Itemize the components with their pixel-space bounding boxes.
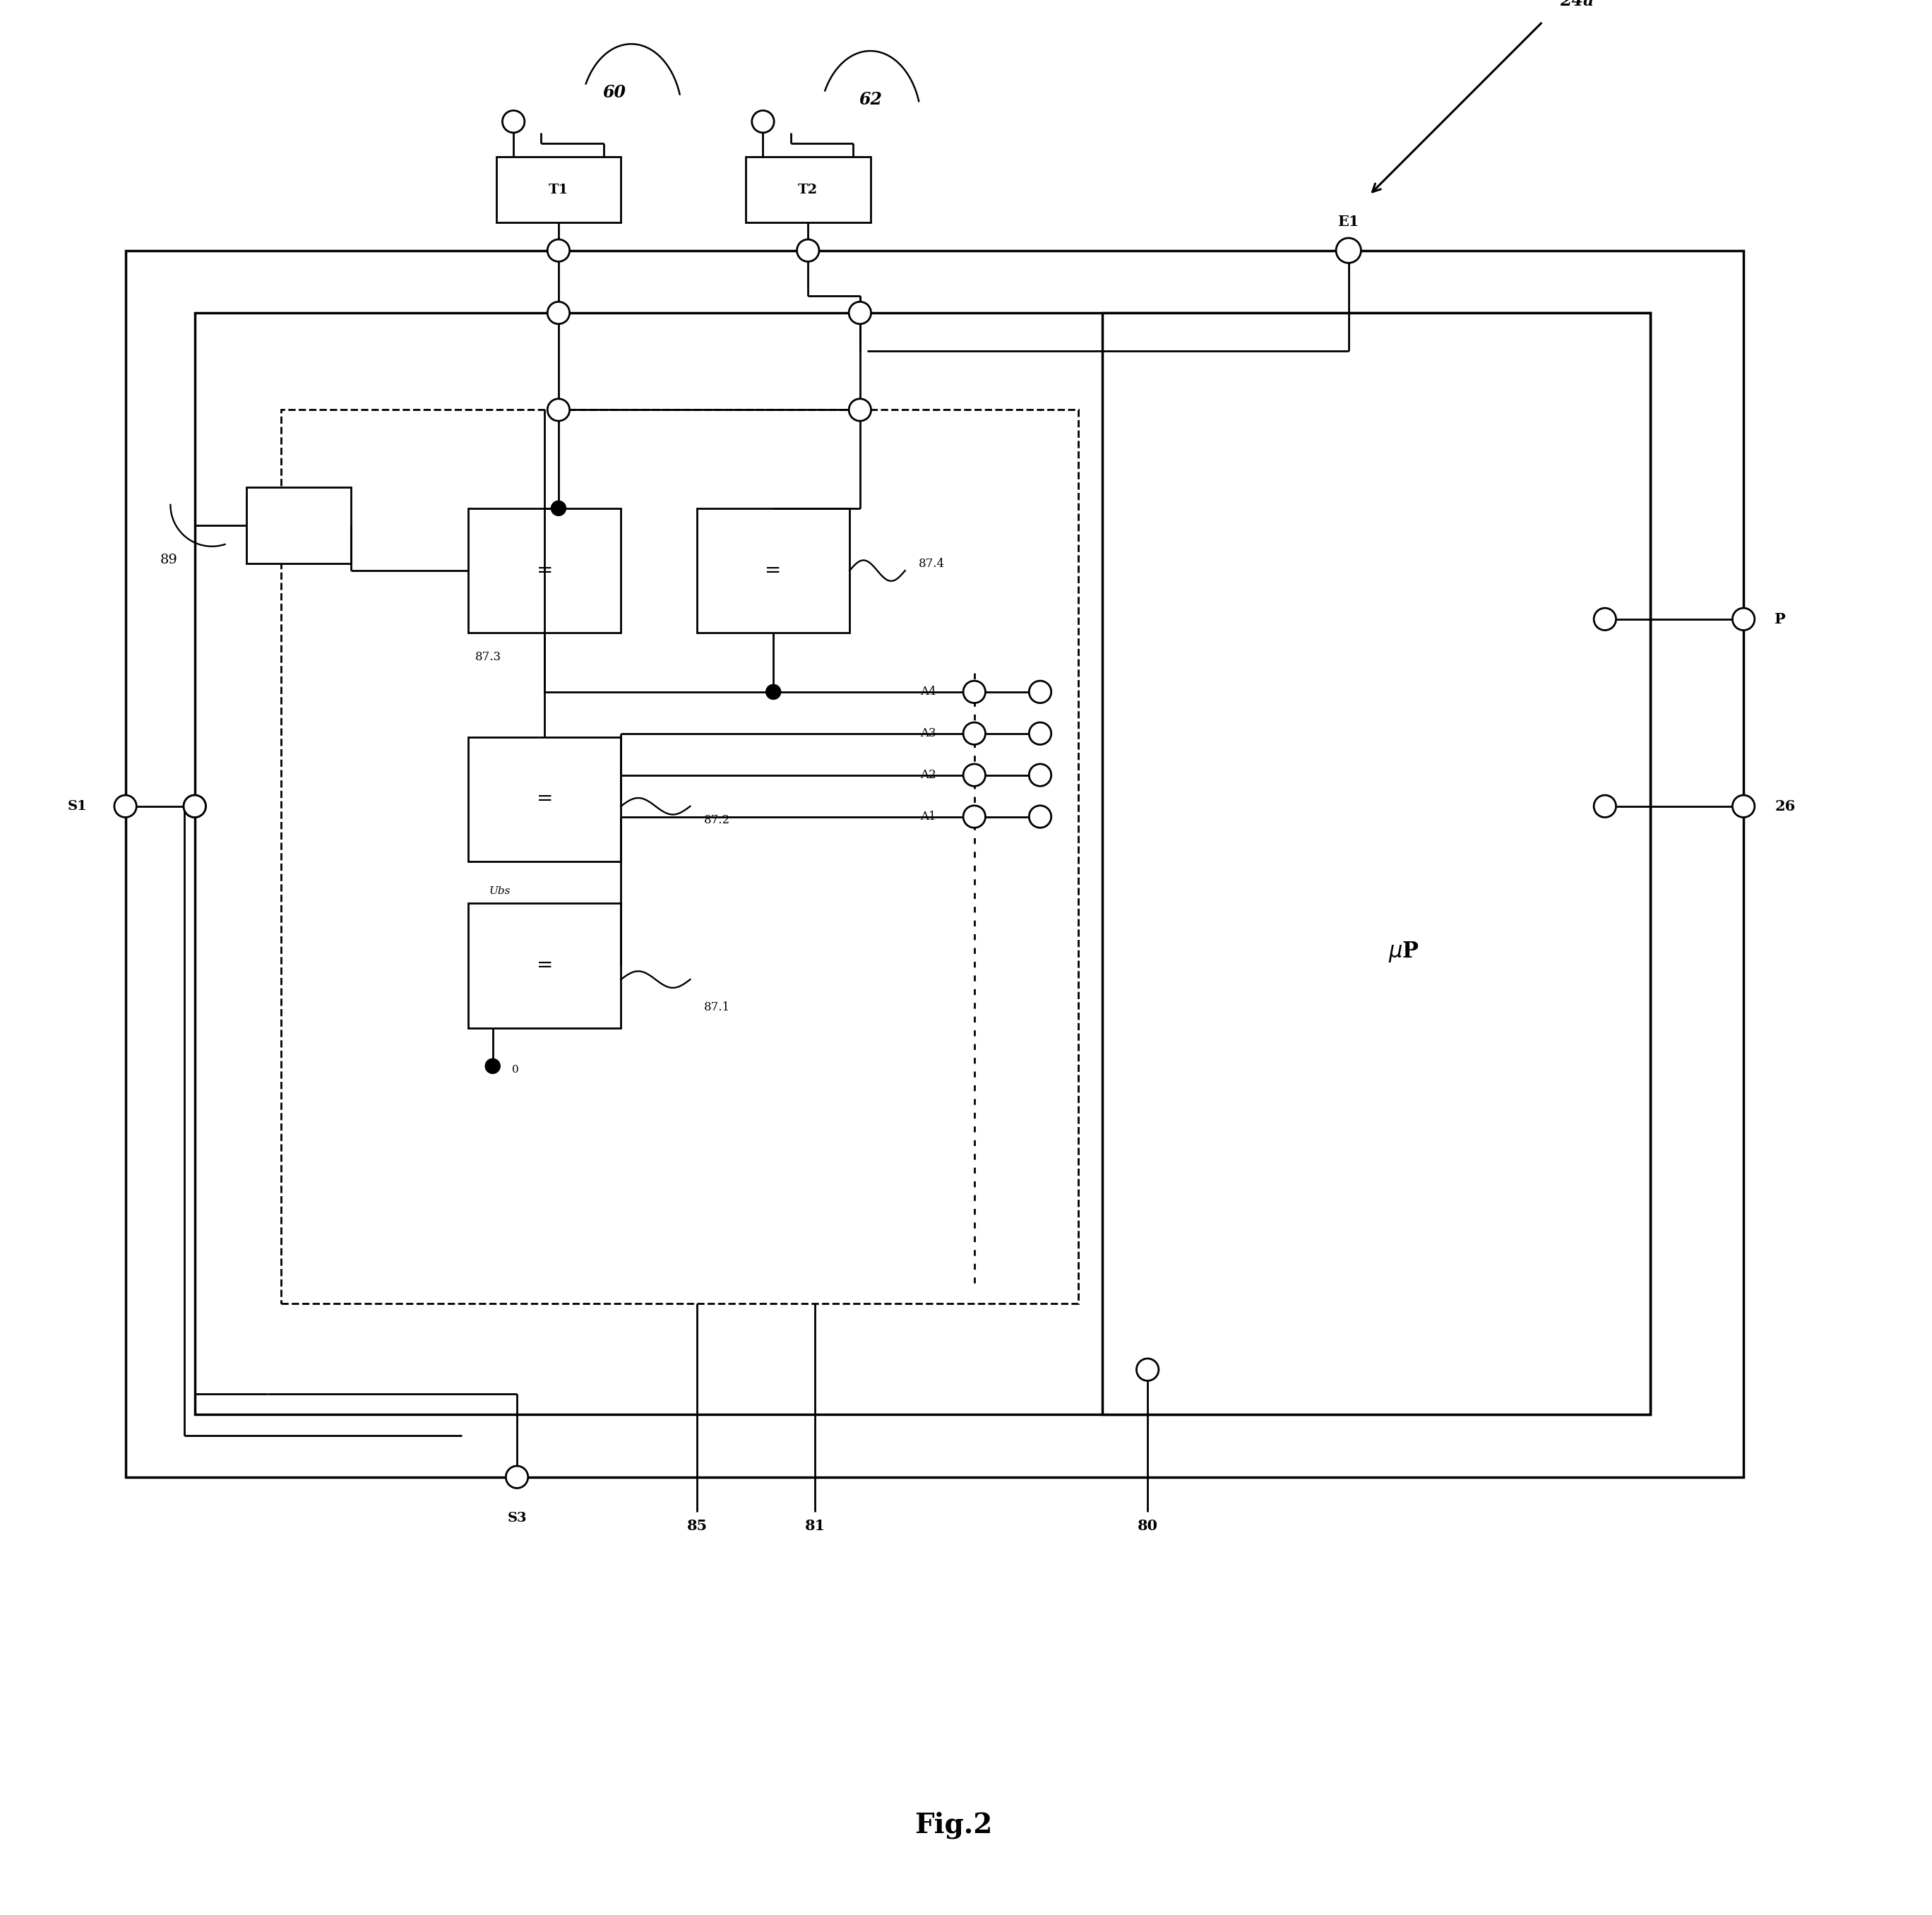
Bar	[746, 157, 871, 222]
Text: A1: A1	[920, 810, 937, 823]
Circle shape	[796, 239, 819, 262]
Text: E1: E1	[1337, 214, 1360, 228]
Text: A2: A2	[920, 770, 937, 781]
Text: 87.1: 87.1	[703, 1002, 730, 1013]
Text: 81: 81	[804, 1519, 825, 1532]
Text: $\mu$P: $\mu$P	[1387, 940, 1420, 963]
Circle shape	[506, 1467, 527, 1488]
Text: T1: T1	[549, 184, 568, 195]
Circle shape	[1594, 795, 1615, 818]
Circle shape	[752, 111, 775, 132]
Circle shape	[485, 1059, 500, 1072]
Circle shape	[1337, 237, 1360, 262]
Circle shape	[1030, 682, 1051, 703]
Text: =: =	[765, 561, 782, 580]
Bar	[697, 507, 850, 634]
Bar	[468, 737, 620, 862]
Circle shape	[114, 795, 137, 818]
Text: 60: 60	[603, 84, 626, 101]
Text: 24a: 24a	[1561, 0, 1594, 10]
Text: 87.3: 87.3	[475, 651, 502, 663]
Circle shape	[1030, 722, 1051, 745]
Circle shape	[1136, 1358, 1159, 1381]
Text: T2: T2	[798, 184, 817, 195]
Bar	[1103, 312, 1650, 1415]
Circle shape	[848, 303, 871, 324]
Circle shape	[964, 722, 985, 745]
Text: =: =	[537, 561, 553, 580]
Text: A4: A4	[920, 686, 937, 697]
Text: 87.2: 87.2	[703, 814, 730, 825]
Bar	[497, 157, 620, 222]
Bar	[247, 488, 350, 563]
Circle shape	[848, 398, 871, 421]
Circle shape	[1733, 795, 1754, 818]
Circle shape	[553, 502, 566, 515]
Circle shape	[1030, 806, 1051, 827]
Bar	[282, 410, 1078, 1304]
Text: 62: 62	[858, 90, 883, 107]
Text: 87.4: 87.4	[920, 557, 945, 569]
Circle shape	[964, 764, 985, 787]
Text: 80: 80	[1138, 1519, 1157, 1532]
Circle shape	[547, 303, 570, 324]
Text: Fig.2: Fig.2	[914, 1812, 993, 1838]
Text: A3: A3	[920, 728, 937, 739]
Bar	[468, 904, 620, 1028]
Circle shape	[547, 239, 570, 262]
Circle shape	[1030, 764, 1051, 787]
Text: 85: 85	[688, 1519, 707, 1532]
Text: S3: S3	[508, 1511, 527, 1524]
Circle shape	[1733, 609, 1754, 630]
Circle shape	[1594, 609, 1615, 630]
Bar	[126, 251, 1743, 1476]
Bar	[468, 507, 620, 634]
Circle shape	[964, 682, 985, 703]
Circle shape	[502, 111, 526, 132]
Text: S1: S1	[68, 800, 87, 812]
Text: =: =	[537, 956, 553, 975]
Circle shape	[964, 806, 985, 827]
Circle shape	[184, 795, 207, 818]
Text: Ubs: Ubs	[489, 887, 510, 896]
Text: =: =	[537, 789, 553, 808]
Text: P: P	[1776, 613, 1785, 626]
Bar	[195, 312, 1650, 1415]
Text: 26: 26	[1776, 799, 1795, 814]
Circle shape	[767, 686, 781, 699]
Circle shape	[547, 398, 570, 421]
Text: 0: 0	[512, 1065, 520, 1074]
Text: 89: 89	[160, 553, 178, 567]
Circle shape	[184, 795, 207, 818]
